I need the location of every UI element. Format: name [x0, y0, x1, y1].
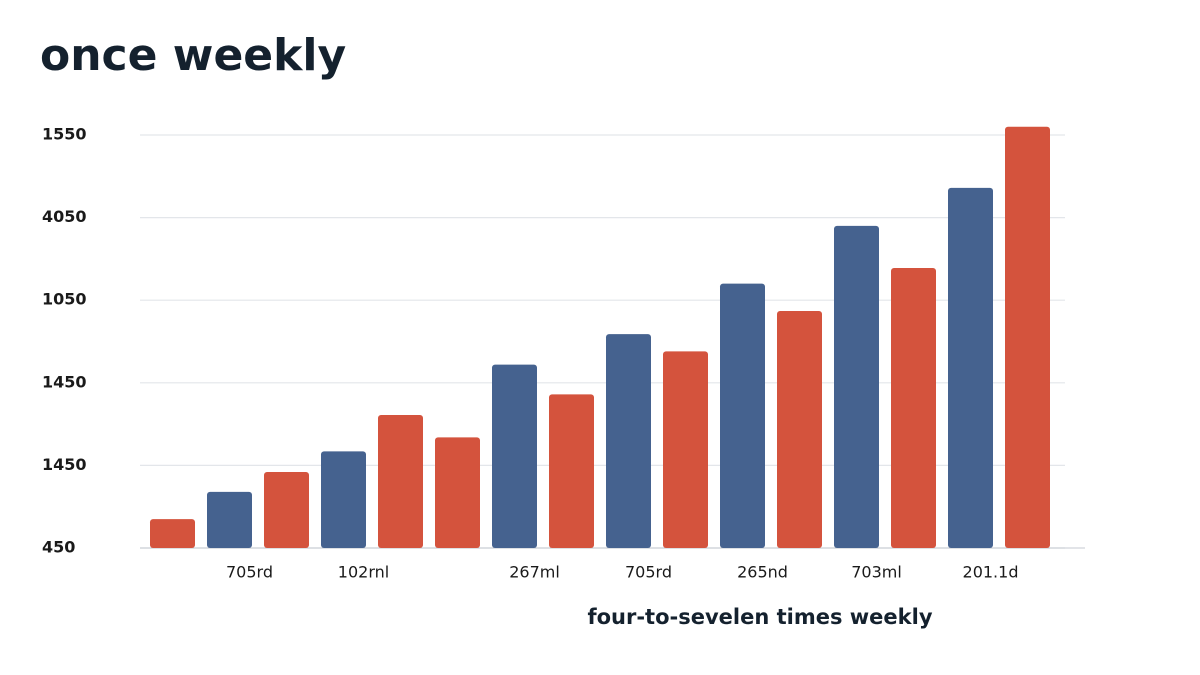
y-tick-label: 1450: [42, 372, 87, 391]
bar: [606, 334, 651, 548]
x-axis-label: four-to-sevelen times weekly: [587, 605, 932, 629]
bar: [150, 519, 195, 548]
bar: [378, 415, 423, 548]
y-tick-label: 4050: [42, 207, 87, 226]
bar: [663, 351, 708, 548]
x-tick-label: 201.1d: [963, 563, 1019, 582]
bar: [777, 310, 822, 548]
y-tick-label: 450: [42, 538, 75, 557]
bar: [891, 267, 936, 548]
y-tick-label: 1550: [42, 125, 87, 144]
bar: [264, 472, 309, 548]
bar: [549, 394, 594, 548]
bar: [492, 364, 537, 548]
x-tick-label: 267ml: [509, 563, 560, 582]
y-tick-label: 1050: [42, 290, 87, 309]
bar: [321, 451, 366, 548]
x-tick-label: 265nd: [737, 563, 788, 582]
x-tick-label: 705rd: [226, 563, 273, 582]
x-tick-label: 705rd: [625, 563, 672, 582]
bar: [948, 187, 993, 548]
bar: [207, 491, 252, 548]
x-tick-label: 703ml: [851, 563, 902, 582]
y-tick-label: 1450: [42, 455, 87, 474]
chart-title: once weekly: [40, 30, 346, 81]
bar: [1005, 126, 1050, 549]
bar: [834, 225, 879, 549]
bar: [435, 437, 480, 548]
x-tick-label: 102rnl: [338, 563, 389, 582]
bar: [720, 283, 765, 548]
